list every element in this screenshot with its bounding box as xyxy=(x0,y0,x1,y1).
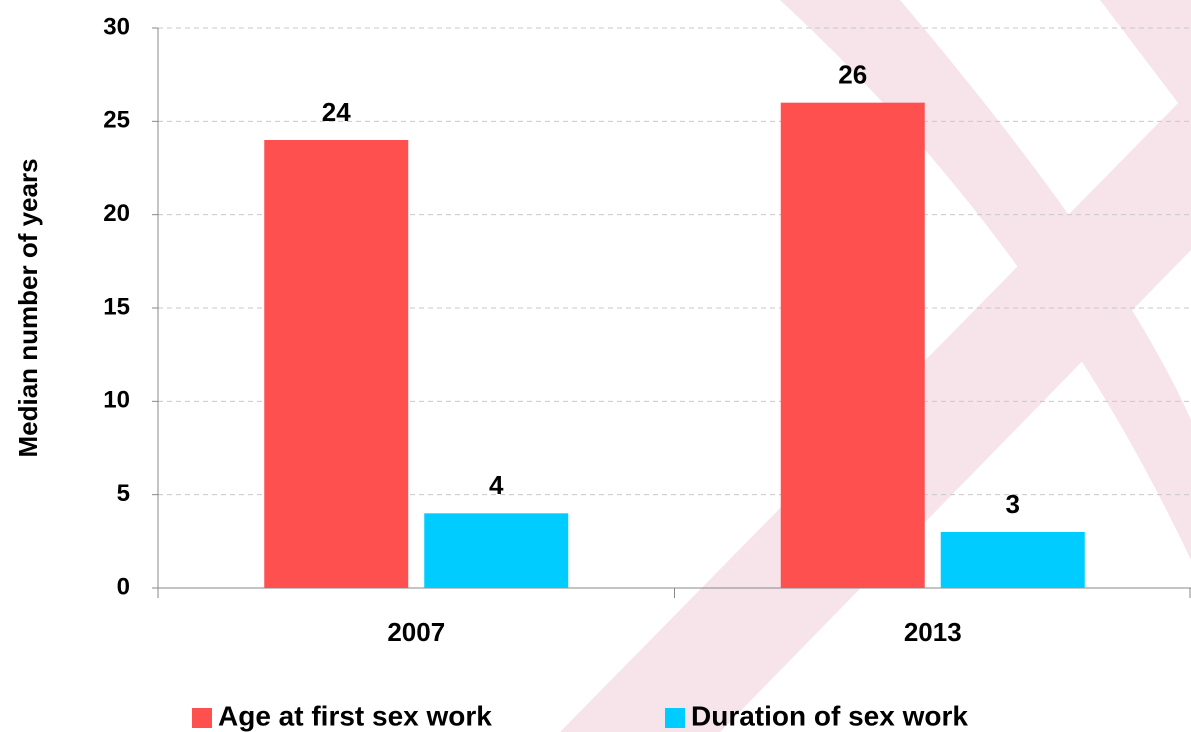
legend-swatch xyxy=(192,708,212,728)
x-tick-label: 2007 xyxy=(387,617,445,647)
x-tick-label: 2013 xyxy=(904,617,962,647)
y-axis-title: Median number of years xyxy=(13,158,43,457)
data-label: 4 xyxy=(489,470,504,500)
data-label: 26 xyxy=(838,60,867,90)
y-tick-label: 20 xyxy=(103,200,130,227)
y-tick-label: 30 xyxy=(103,13,130,40)
data-label: 24 xyxy=(322,97,351,127)
bar xyxy=(941,532,1085,588)
bar xyxy=(264,140,408,588)
y-tick-label: 15 xyxy=(103,293,130,320)
y-tick-label: 25 xyxy=(103,107,130,134)
legend-label: Age at first sex work xyxy=(218,700,492,731)
bar xyxy=(424,513,568,588)
y-tick-label: 5 xyxy=(117,480,130,507)
y-tick-label: 10 xyxy=(103,387,130,414)
y-tick-label: 0 xyxy=(117,573,130,600)
chart: Median number of years 0 5 10 15 20 25 30 2007 2… xyxy=(0,0,1191,732)
bar xyxy=(781,103,925,588)
legend-swatch xyxy=(665,708,685,728)
legend-label: Duration of sex work xyxy=(691,700,968,731)
data-label: 3 xyxy=(1006,489,1020,519)
